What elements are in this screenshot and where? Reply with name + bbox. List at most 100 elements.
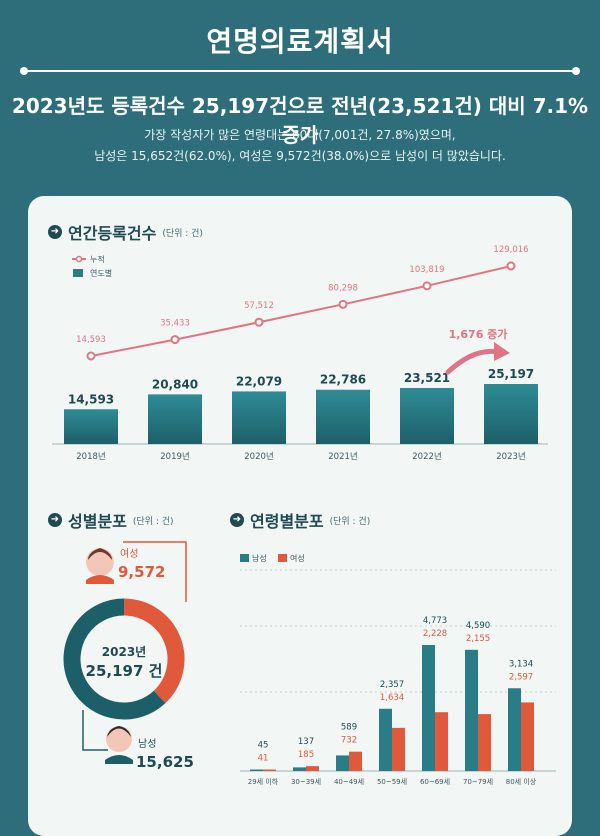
legend-swatch-annual <box>73 269 83 277</box>
male-value-label: 2,357 <box>380 680 404 690</box>
annual-unit: (단위 : 건) <box>162 228 203 239</box>
x-tick-label: 2020년 <box>244 451 273 462</box>
gender-donut-chart: 2023년 25,197 건 여성 9,572 남성 15,625 <box>63 541 194 771</box>
female-value-label: 2,597 <box>509 672 533 682</box>
female-avatar-body <box>86 575 114 584</box>
legend-label-annual: 연도별 <box>90 268 112 278</box>
x-tick-label: 29세 이하 <box>248 777 279 786</box>
female-bar-50~59세 <box>392 727 405 771</box>
bar-value-label: 25,197 <box>488 367 534 381</box>
bar-value-label: 14,593 <box>68 392 114 406</box>
cumulative-value-label: 129,016 <box>493 245 528 255</box>
donut-slice-female <box>123 598 185 704</box>
x-tick-label: 80세 이상 <box>506 777 537 786</box>
male-bar-50~59세 <box>379 708 392 771</box>
male-bar-70~79세 <box>465 649 478 771</box>
age-section-title: ➜ 연령별분포 (단위 : 건) <box>230 508 370 532</box>
bar-2022년 <box>400 387 454 444</box>
female-bar-40~49세 <box>349 751 362 771</box>
x-tick-label: 70~79세 <box>463 777 493 786</box>
cumulative-line <box>90 265 512 357</box>
bar-2018년 <box>64 409 118 444</box>
female-bar-29세 이하 <box>263 769 276 771</box>
content-card: ➜ 연간등록건수 (단위 : 건) ➜ 성별분포 (단위 : 건) ➜ 연령별분… <box>28 196 572 836</box>
summary-line-2: 남성은 15,652건(62.0%), 여성은 9,572건(38.0%)으로 … <box>94 149 506 163</box>
cumulative-value-label: 80,298 <box>328 283 358 293</box>
male-connector <box>82 710 108 751</box>
male-avatar-hair <box>107 726 131 737</box>
bar-2020년 <box>232 391 286 444</box>
male-value-label: 45 <box>258 741 269 751</box>
annual-section-title: ➜ 연간등록건수 (단위 : 건) <box>48 220 203 244</box>
legend-swatch-female <box>278 554 287 562</box>
increase-arrowhead <box>494 342 510 361</box>
bar-value-label: 22,079 <box>236 374 282 388</box>
male-bar-40~49세 <box>336 755 349 771</box>
age-distribution-chart: 남성 여성 45 41 29세 이하 137 185 30~39세 589 732 40~49세 2,… <box>240 553 556 786</box>
increase-annotation: 1,676 증가 <box>449 327 508 341</box>
cumulative-value-label: 57,512 <box>244 301 274 311</box>
female-value: 9,572 <box>118 563 165 581</box>
donut-slice-male <box>63 598 166 720</box>
x-tick-label: 40~49세 <box>334 777 364 786</box>
female-value-label: 1,634 <box>380 693 404 703</box>
male-avatar-body <box>105 755 133 764</box>
headline: 2023년도 등록건수 25,197건으로 전년(23,521건) 대비 7.1… <box>11 94 589 147</box>
bar-value-label: 23,521 <box>404 371 450 385</box>
arrow-right-icon: ➜ <box>230 513 244 527</box>
male-bar-80세 이상 <box>508 688 521 771</box>
male-value-label: 589 <box>341 723 357 733</box>
female-value-label: 2,155 <box>466 634 490 644</box>
female-connector <box>123 541 187 602</box>
x-tick-label: 50~59세 <box>377 777 407 786</box>
bar-value-label: 20,840 <box>152 377 198 391</box>
age-unit: (단위 : 건) <box>329 516 371 527</box>
x-tick-label: 60~69세 <box>420 777 450 786</box>
header: 연명의료계획서 2023년도 등록건수 25,197건으로 전년(23,521건… <box>0 0 600 190</box>
bar-2023년 <box>484 384 538 444</box>
male-label: 남성 <box>138 738 156 750</box>
annual-title: 연간등록건수 <box>68 224 157 243</box>
page-title: 연명의료계획서 <box>206 25 394 58</box>
age-title: 연령별분포 <box>250 512 324 531</box>
female-value-label: 2,228 <box>423 629 447 639</box>
x-tick-label: 2019년 <box>160 451 189 462</box>
male-bar-29세 이하 <box>250 769 263 771</box>
x-tick-label: 2021년 <box>328 451 357 462</box>
legend-label-female: 여성 <box>290 553 305 563</box>
legend-label-cumulative: 누적 <box>90 254 105 264</box>
gender-unit: (단위 : 건) <box>132 516 174 527</box>
female-bar-60~69세 <box>435 712 448 771</box>
male-bar-30~39세 <box>293 767 306 771</box>
male-value-label: 4,590 <box>466 621 490 631</box>
legend-marker-cumulative <box>75 255 83 263</box>
gender-title: 성별분포 <box>68 512 127 531</box>
bar-2021년 <box>316 389 370 444</box>
male-avatar-icon <box>106 726 132 752</box>
female-value-label: 732 <box>341 736 357 746</box>
x-tick-label: 30~39세 <box>291 777 321 786</box>
arrow-right-icon: ➜ <box>48 225 62 239</box>
male-value-label: 137 <box>298 737 314 747</box>
female-bar-70~79세 <box>478 714 491 771</box>
increase-arrow-icon <box>445 348 501 375</box>
male-value: 15,625 <box>136 753 194 771</box>
summary-line-1: 가장 작성자가 많은 연령대는 60대(7,001건, 27.8%)였으며, <box>144 128 456 142</box>
female-value-label: 185 <box>298 750 314 760</box>
female-avatar-hair <box>88 548 112 560</box>
male-value-label: 4,773 <box>423 616 447 626</box>
title-divider <box>20 67 580 75</box>
cumulative-point <box>86 351 96 361</box>
donut-center-year: 2023년 <box>102 645 146 659</box>
donut-center-total: 25,197 건 <box>86 662 163 680</box>
bar-value-label: 22,786 <box>320 373 366 387</box>
bar-2019년 <box>148 394 202 444</box>
cumulative-point <box>506 261 516 271</box>
female-bar-30~39세 <box>306 766 319 771</box>
female-value-label: 41 <box>258 754 269 764</box>
x-tick-label: 2022년 <box>412 451 441 462</box>
cumulative-value-label: 14,593 <box>76 335 106 345</box>
gender-section-title: ➜ 성별분포 (단위 : 건) <box>48 508 174 532</box>
male-value-label: 3,134 <box>509 659 533 669</box>
